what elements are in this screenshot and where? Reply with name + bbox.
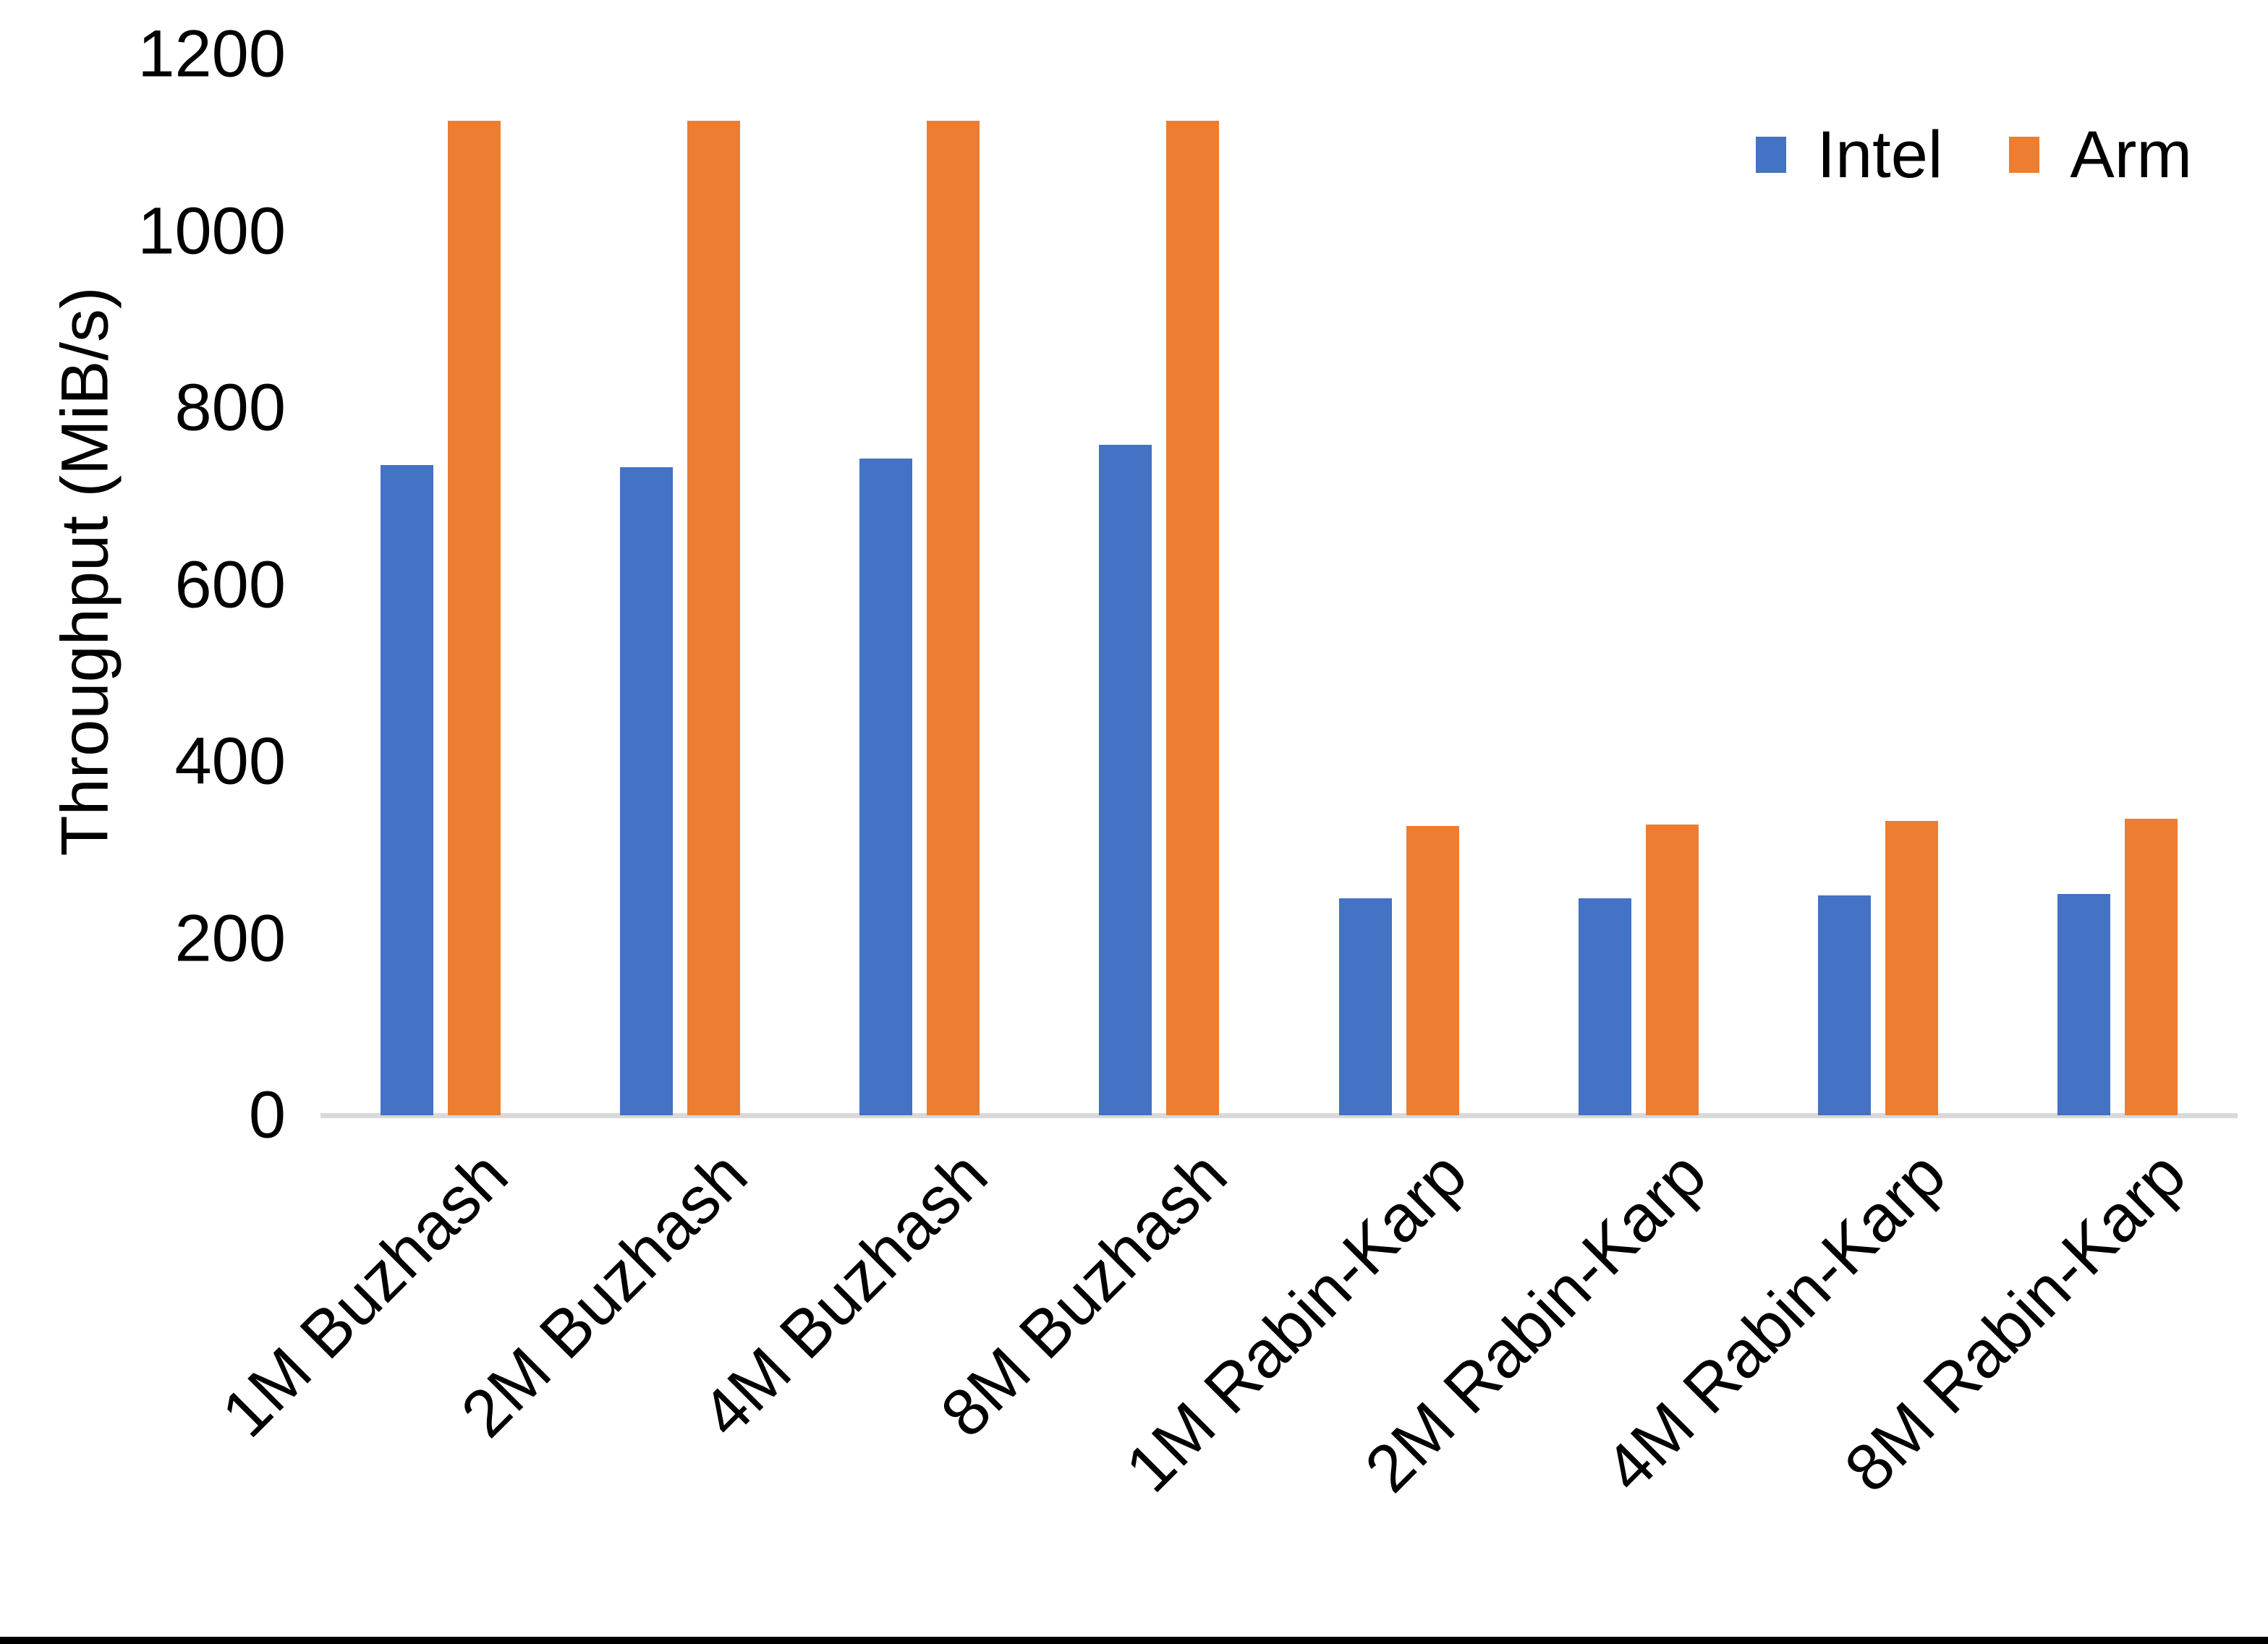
bar-arm-2m-buzhash bbox=[687, 121, 740, 1115]
x-axis-line bbox=[320, 1113, 2238, 1118]
bottom-border-line bbox=[0, 1637, 2268, 1644]
y-tick-label-600: 600 bbox=[174, 548, 286, 621]
legend-label-intel: Intel bbox=[1817, 118, 1943, 192]
legend-item-intel: Intel bbox=[1756, 122, 1942, 188]
bar-arm-8m-rabin-karp bbox=[2125, 819, 2178, 1115]
y-tick-label-400: 400 bbox=[174, 724, 286, 798]
y-tick-label-1200: 1200 bbox=[137, 17, 286, 91]
bar-intel-2m-rabin-karp bbox=[1579, 898, 1631, 1115]
bar-arm-1m-buzhash bbox=[448, 121, 501, 1115]
bar-arm-4m-rabin-karp bbox=[1885, 821, 1938, 1115]
legend-swatch-arm bbox=[2009, 137, 2040, 173]
y-tick-label-1000: 1000 bbox=[137, 194, 286, 268]
legend-item-arm: Arm bbox=[2009, 122, 2192, 188]
y-tick-label-800: 800 bbox=[174, 370, 286, 445]
y-tick-label-0: 0 bbox=[248, 1078, 286, 1152]
bar-intel-2m-buzhash bbox=[620, 467, 673, 1115]
legend-label-arm: Arm bbox=[2070, 118, 2192, 192]
bar-intel-1m-rabin-karp bbox=[1339, 898, 1392, 1115]
y-axis-title: Throughput (MiB/s) bbox=[48, 286, 122, 856]
bar-arm-8m-buzhash bbox=[1166, 121, 1219, 1115]
bar-intel-4m-buzhash bbox=[859, 459, 912, 1115]
legend: Intel Arm bbox=[1756, 122, 2192, 188]
bar-intel-8m-rabin-karp bbox=[2057, 894, 2110, 1115]
bar-arm-4m-buzhash bbox=[927, 121, 980, 1115]
bar-intel-8m-buzhash bbox=[1099, 445, 1152, 1115]
bar-arm-2m-rabin-karp bbox=[1646, 825, 1699, 1115]
bar-arm-1m-rabin-karp bbox=[1406, 826, 1459, 1115]
legend-swatch-intel bbox=[1756, 137, 1787, 173]
bar-intel-1m-buzhash bbox=[381, 465, 433, 1115]
y-tick-label-200: 200 bbox=[174, 901, 286, 975]
bar-intel-4m-rabin-karp bbox=[1818, 895, 1871, 1115]
